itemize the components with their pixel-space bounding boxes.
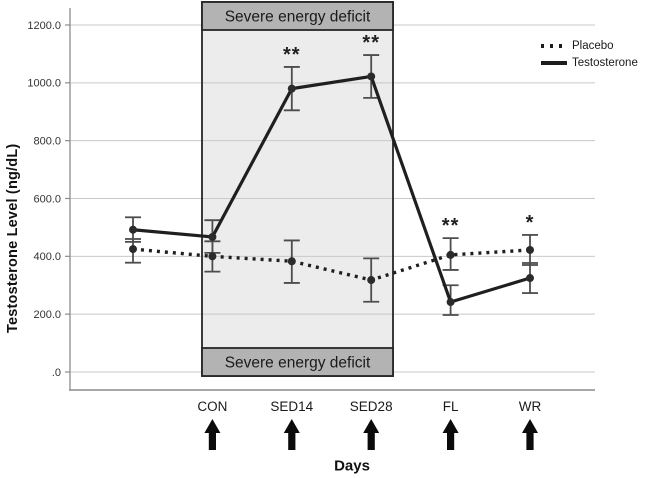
data-point-testosterone-CON xyxy=(208,232,217,241)
x-axis-title: Days xyxy=(334,457,370,475)
x-axis-tick-label-sed28: SED28 xyxy=(350,399,393,414)
y-axis-tick-label: 1000.0 xyxy=(27,78,61,90)
data-point-placebo-CON xyxy=(208,252,217,261)
up-arrow-icon-fl xyxy=(442,419,459,433)
data-point-testosterone-baseline xyxy=(129,225,137,234)
placebo-line xyxy=(132,247,531,282)
x-axis-tick-label-wr: WR xyxy=(519,399,542,414)
data-point-placebo-SED28 xyxy=(367,276,376,285)
significance-marker-fl: ** xyxy=(442,215,460,237)
legend: Placebo Testosterone xyxy=(541,39,638,70)
y-axis-tick-label: 600.0 xyxy=(33,193,61,205)
data-point-placebo-WR xyxy=(526,245,534,254)
data-point-placebo-FL xyxy=(446,250,455,259)
severe-energy-deficit-banner-bottom xyxy=(201,347,394,377)
data-point-testosterone-WR xyxy=(526,274,534,283)
up-arrow-shaft-con xyxy=(208,431,216,450)
data-point-placebo-baseline xyxy=(129,245,137,254)
y-axis-tick-label: 200.0 xyxy=(33,309,61,321)
data-point-testosterone-SED14 xyxy=(287,84,296,93)
y-axis-tick-label: .0 xyxy=(52,367,61,379)
banner-label-bottom: Severe energy deficit xyxy=(225,355,371,372)
up-arrow-shaft-sed28 xyxy=(367,431,375,450)
x-axis-tick-label-fl: FL xyxy=(443,399,459,414)
up-arrow-shaft-sed14 xyxy=(288,431,296,450)
legend-item-testosterone: Testosterone xyxy=(541,56,638,70)
significance-marker-wr: * xyxy=(526,212,535,234)
testosterone-line-sample-icon xyxy=(541,61,567,65)
legend-item-placebo: Placebo xyxy=(541,39,638,53)
data-point-placebo-SED14 xyxy=(287,257,296,266)
testosterone-line xyxy=(132,74,531,304)
up-arrow-icon-wr xyxy=(522,419,538,433)
legend-label-placebo: Placebo xyxy=(572,40,614,52)
up-arrow-shaft-fl xyxy=(447,431,455,450)
y-axis-title: Testosterone Level (ng/dL) xyxy=(5,143,21,333)
data-point-testosterone-SED28 xyxy=(367,72,376,81)
up-arrow-icon-sed28 xyxy=(363,419,380,433)
significance-marker-sed14: ** xyxy=(283,44,301,66)
up-arrow-shaft-wr xyxy=(526,431,534,450)
placebo-line-sample-icon xyxy=(541,44,567,48)
x-axis-tick-label-con: CON xyxy=(197,399,227,414)
y-axis-tick-label: 800.0 xyxy=(33,135,61,147)
data-point-testosterone-FL xyxy=(446,298,455,307)
y-axis-tick-label: 1200.0 xyxy=(27,20,61,32)
legend-label-testosterone: Testosterone xyxy=(572,57,638,69)
up-arrow-icon-sed14 xyxy=(283,419,300,433)
up-arrow-icon-con xyxy=(204,419,221,433)
banner-label-top: Severe energy deficit xyxy=(225,9,371,26)
significance-marker-sed28: ** xyxy=(362,32,380,54)
y-axis-tick-label: 400.0 xyxy=(33,251,61,263)
severe-energy-deficit-banner-top xyxy=(201,1,394,31)
x-axis-tick-label-sed14: SED14 xyxy=(270,399,313,414)
